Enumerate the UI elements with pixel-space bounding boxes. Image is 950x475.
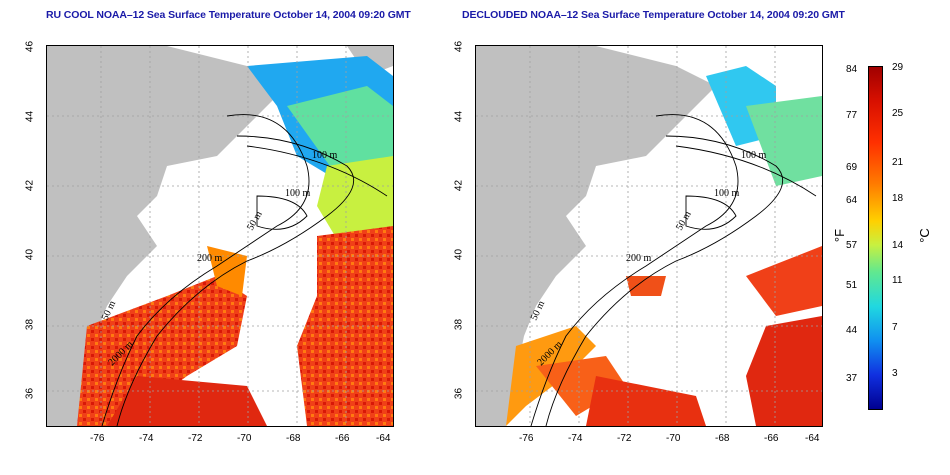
colorbar-c-label-29: 29 xyxy=(892,62,904,73)
lat-tick-36: 36 xyxy=(453,387,465,400)
lat-tick-46: 46 xyxy=(24,40,36,53)
colorbar-f-label-57: 57 xyxy=(846,240,858,251)
colorbar-f-label-64: 64 xyxy=(846,195,858,206)
lat-tick-40: 40 xyxy=(24,248,36,261)
colorbar-c-label-25: 25 xyxy=(892,108,904,119)
lat-tick-42: 42 xyxy=(453,179,465,192)
colorbar-f-label-84: 84 xyxy=(846,64,858,75)
left-panel-title: RU COOL NOAA–12 Sea Surface Temperature … xyxy=(46,9,411,21)
svg-text:200 m: 200 m xyxy=(197,253,223,264)
lon-tick--66: -66 xyxy=(764,433,779,444)
lat-tick-38: 38 xyxy=(24,318,36,331)
colorbar-f-label-44: 44 xyxy=(846,325,858,336)
colorbar-c-label-21: 21 xyxy=(892,157,904,168)
lat-tick-46: 46 xyxy=(453,40,465,53)
svg-text:100 m: 100 m xyxy=(741,150,767,161)
colorbar-c-label-11: 11 xyxy=(892,275,903,286)
lon-tick--66: -66 xyxy=(335,433,350,444)
lon-tick--68: -68 xyxy=(715,433,730,444)
svg-text:100 m: 100 m xyxy=(714,188,740,199)
colorbar-c-label-7: 7 xyxy=(892,322,898,333)
colorbar-f-label-77: 77 xyxy=(846,110,858,121)
lon-tick--64: -64 xyxy=(805,433,820,444)
land-mass xyxy=(47,46,287,426)
lon-tick--72: -72 xyxy=(617,433,632,444)
lon-tick--74: -74 xyxy=(568,433,583,444)
svg-text:100 m: 100 m xyxy=(285,188,311,199)
colorbar-f-label-37: 37 xyxy=(846,373,858,384)
colorbar-f-label-69: 69 xyxy=(846,162,858,173)
lon-tick--68: -68 xyxy=(286,433,301,444)
right-sst-map: 100 m 100 m 50 m 200 m 50 m 2000 m xyxy=(475,45,823,427)
right-panel-title: DECLOUDED NOAA–12 Sea Surface Temperatur… xyxy=(462,9,845,21)
lon-tick--70: -70 xyxy=(237,433,252,444)
lat-tick-42: 42 xyxy=(24,179,36,192)
lon-tick--74: -74 xyxy=(139,433,154,444)
lat-tick-38: 38 xyxy=(453,318,465,331)
colorbar-f-label-51: 51 xyxy=(846,280,858,291)
celsius-unit-label: °C xyxy=(916,228,932,243)
lon-tick--76: -76 xyxy=(519,433,534,444)
temperature-colorbar xyxy=(868,66,883,410)
lon-tick--64: -64 xyxy=(376,433,391,444)
land-mass xyxy=(476,46,716,426)
lat-tick-44: 44 xyxy=(24,110,36,123)
lat-tick-36: 36 xyxy=(24,387,36,400)
lon-tick--76: -76 xyxy=(90,433,105,444)
lon-tick--70: -70 xyxy=(666,433,681,444)
svg-text:200 m: 200 m xyxy=(626,253,652,264)
svg-text:100 m: 100 m xyxy=(312,150,338,161)
lat-tick-40: 40 xyxy=(453,248,465,261)
fahrenheit-unit-label: °F xyxy=(832,228,848,243)
left-sst-map: 100 m 100 m 50 m 200 m 50 m 2000 m xyxy=(46,45,394,427)
lon-tick--72: -72 xyxy=(188,433,203,444)
colorbar-c-label-14: 14 xyxy=(892,240,904,251)
colorbar-c-label-3: 3 xyxy=(892,368,898,379)
colorbar-c-label-18: 18 xyxy=(892,193,904,204)
lat-tick-44: 44 xyxy=(453,110,465,123)
